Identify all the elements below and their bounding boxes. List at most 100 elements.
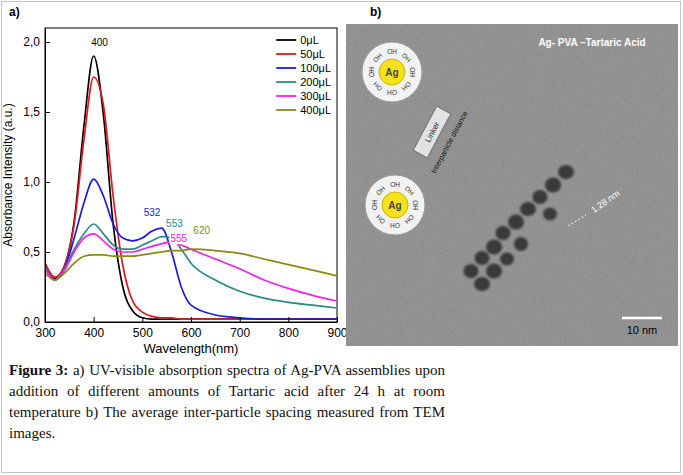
plot-frame — [45, 28, 337, 322]
y-tick-label: 0,5 — [23, 245, 40, 259]
nanoparticle — [533, 190, 548, 204]
spectrum-line — [45, 224, 337, 308]
x-tick-mark — [142, 317, 143, 322]
tem-grain — [346, 24, 678, 346]
legend-swatch — [276, 39, 296, 41]
schematic-particle: AgOHOHOHOHOHOHOHOH — [365, 175, 425, 235]
spacing-label: 1.28 nm — [589, 188, 621, 215]
group-label: OH — [375, 184, 387, 196]
x-axis-title: Wavelength(nm) — [144, 341, 239, 356]
y-tick: 0,0 — [23, 315, 50, 329]
y-tick-mark — [45, 182, 50, 183]
x-tick-mark — [94, 317, 95, 322]
group-label: OH — [387, 89, 397, 96]
legend-entry: 300μL — [276, 90, 331, 102]
group-label: OH — [387, 48, 397, 55]
legend-entry: 400μL — [276, 104, 331, 116]
group-label: OH — [390, 222, 400, 229]
peak-annotation: 620 — [192, 225, 211, 236]
group-label: OH — [409, 67, 416, 77]
particle-shell — [365, 175, 425, 235]
nanoparticle — [474, 277, 490, 291]
y-tick-mark — [45, 322, 50, 323]
scale-bar-label: 10 nm — [627, 324, 658, 336]
legend-entry: 50μL — [276, 48, 325, 60]
tem-title: Ag- PVA –Tartaric Acid — [538, 37, 645, 48]
y-tick: 1,0 — [23, 175, 50, 189]
peak-label: 532 — [144, 207, 161, 218]
x-tick-mark — [191, 317, 192, 322]
nanoparticle — [520, 202, 536, 216]
group-label: OH — [371, 80, 383, 92]
y-tick: 2,0 — [23, 35, 50, 49]
tem-background — [346, 24, 678, 346]
spacing-arrow — [568, 215, 586, 226]
particle-core — [379, 59, 405, 85]
x-tick-mark — [240, 317, 241, 322]
y-axis-title: Absorbance Intensity (a.u.) — [1, 103, 15, 246]
peak-annotation: 532 — [143, 207, 162, 218]
annotation-background — [90, 37, 109, 48]
nanoparticle — [486, 264, 502, 279]
legend-entry: 0μL — [276, 34, 319, 46]
annotation-background — [169, 233, 188, 244]
peak-annotation: 555 — [169, 233, 188, 244]
panel-label: b) — [370, 5, 381, 19]
spectrum-line — [45, 77, 337, 319]
panel-label: a) — [9, 5, 20, 19]
peak-label: 553 — [166, 218, 183, 229]
particle-core — [382, 192, 408, 218]
x-tick: 900 — [327, 317, 347, 340]
annotations: 400 532 553 555 620 — [90, 37, 211, 244]
y-axis: 0,00,51,01,52,0 — [23, 29, 50, 330]
group-label: OH — [368, 67, 375, 77]
caption-text: a) UV-visible absorption spectra of Ag-P… — [9, 362, 445, 441]
group-label: OH — [372, 51, 384, 63]
y-axis-line — [45, 29, 46, 323]
group-label: OH — [403, 214, 415, 226]
annotation-background — [192, 225, 211, 236]
legend-label: 200μL — [300, 76, 331, 88]
legend-swatch — [276, 67, 296, 69]
legend-swatch — [276, 109, 296, 111]
annotation-background — [165, 218, 184, 229]
peak-label: 400 — [91, 37, 108, 48]
group-label: OH — [374, 213, 386, 225]
x-tick: 800 — [279, 317, 299, 340]
caption-label: Figure 3: — [9, 362, 68, 378]
peak-annotation: 400 — [90, 37, 109, 48]
particle-label: Ag — [388, 200, 401, 211]
group-label: OH — [404, 185, 416, 197]
group-label: OH — [390, 181, 400, 188]
y-tick-mark — [45, 112, 50, 113]
y-tick-mark — [45, 42, 50, 43]
x-tick-label: 700 — [230, 326, 250, 340]
spectrum-line — [45, 234, 337, 301]
legend-label: 100μL — [300, 62, 331, 74]
spectrum-line — [45, 179, 337, 319]
x-tick-label: 900 — [327, 326, 347, 340]
x-tick: 700 — [230, 317, 250, 340]
caption: Figure 3: a) UV-visible absorption spect… — [9, 360, 445, 444]
legend-swatch — [276, 81, 296, 83]
y-tick: 0,5 — [23, 245, 50, 259]
legend-entry: 100μL — [276, 62, 331, 74]
x-axis: 300400500600700800900 — [35, 317, 347, 340]
y-tick-label: 1,0 — [23, 175, 40, 189]
nanoparticle — [500, 253, 514, 266]
nanoparticle — [486, 240, 502, 255]
legend-label: 400μL — [300, 104, 331, 116]
nanoparticle — [514, 237, 528, 251]
peak-label: 555 — [170, 233, 187, 244]
legend-swatch — [276, 95, 296, 97]
legend-entry: 200μL — [276, 76, 331, 88]
nanoparticle — [496, 226, 511, 240]
scale-bar — [622, 317, 662, 320]
y-tick-label: 2,0 — [23, 35, 40, 49]
group-label: OH — [412, 200, 419, 210]
nanoparticle — [545, 178, 561, 193]
particle-label: Ag — [385, 67, 398, 78]
y-tick-mark — [45, 252, 50, 253]
peak-annotation: 553 — [165, 218, 184, 229]
peak-label: 620 — [193, 225, 210, 236]
